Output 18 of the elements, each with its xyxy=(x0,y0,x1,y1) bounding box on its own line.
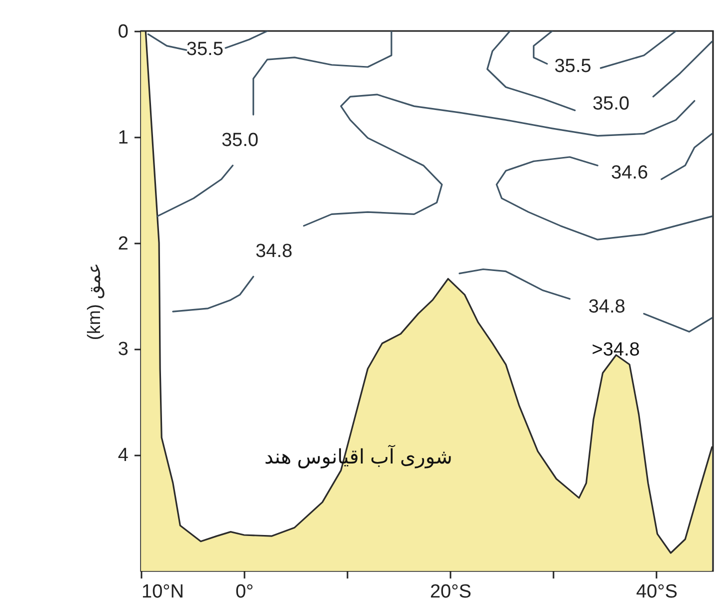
x-tick-label: 20°S xyxy=(430,582,472,602)
y-tick-label: 0 xyxy=(118,22,128,42)
y-tick-label: 2 xyxy=(118,233,128,254)
series-label: 34.8 xyxy=(588,296,626,318)
series-label: 34.6 xyxy=(611,162,648,184)
x-tick-label: 40°S xyxy=(636,582,678,602)
y-tick-label: 4 xyxy=(118,445,129,466)
series-label: 34.8 xyxy=(255,241,292,262)
series-label: 35.0 xyxy=(221,130,258,152)
annotation: >34.8 xyxy=(592,340,640,361)
series-label: 35.0 xyxy=(592,94,630,115)
x-tick-label: 10°N xyxy=(142,582,184,602)
x-tick-label: 0° xyxy=(235,582,254,602)
y-axis-title: (km) عمق xyxy=(84,262,105,340)
series-label: 35.5 xyxy=(186,39,224,60)
series-label: 35.5 xyxy=(554,56,592,77)
y-tick-label: 3 xyxy=(118,339,128,360)
y-tick-label: 1 xyxy=(118,127,128,148)
